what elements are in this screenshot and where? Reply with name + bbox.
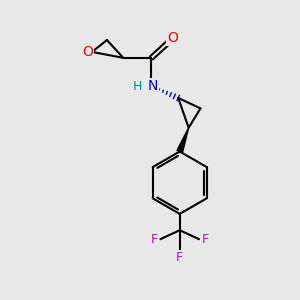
Polygon shape [177, 128, 189, 152]
Text: H: H [133, 80, 142, 93]
Text: N: N [148, 79, 158, 93]
Text: F: F [151, 233, 158, 246]
Text: F: F [201, 233, 208, 246]
Text: F: F [176, 251, 183, 264]
Text: O: O [82, 45, 93, 59]
Text: O: O [167, 31, 178, 45]
